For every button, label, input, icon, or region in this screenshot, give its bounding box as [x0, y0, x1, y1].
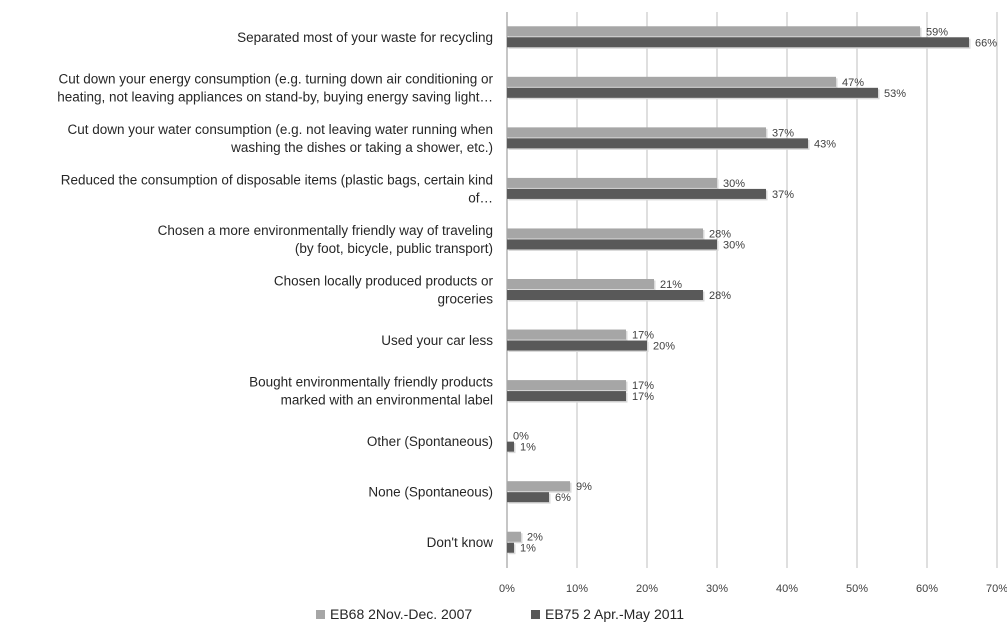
category-label: of…	[468, 190, 493, 205]
data-label: 53%	[884, 88, 906, 100]
data-label: 20%	[653, 341, 675, 353]
category-label: Chosen a more environmentally friendly w…	[158, 223, 493, 238]
bar-eb75	[507, 340, 647, 351]
category-label: groceries	[437, 292, 493, 307]
bar-eb68	[507, 380, 626, 391]
category-labels: Separated most of your waste for recycli…	[57, 30, 493, 550]
bar-eb68	[507, 76, 836, 87]
category-label: Separated most of your waste for recycli…	[237, 30, 493, 45]
bar-eb75	[507, 188, 766, 199]
legend-swatch	[531, 610, 540, 619]
x-tick-label: 50%	[846, 583, 868, 595]
bar-eb75	[507, 138, 808, 149]
data-label: 66%	[975, 37, 997, 49]
bar-eb68	[507, 127, 766, 138]
x-tick-label: 10%	[566, 583, 588, 595]
data-label: 30%	[723, 239, 745, 251]
x-tick-label: 40%	[776, 583, 798, 595]
legend-label: EB68 2Nov.-Dec. 2007	[330, 606, 472, 622]
category-label: (by foot, bicycle, public transport)	[295, 241, 493, 256]
data-label: 1%	[520, 543, 536, 555]
category-label: Don't know	[427, 535, 494, 550]
bar-eb75	[507, 290, 703, 300]
bar-eb68	[507, 26, 920, 37]
data-label: 1%	[520, 442, 536, 454]
data-label: 30%	[723, 178, 745, 190]
category-label: Other (Spontaneous)	[367, 434, 493, 449]
x-tick-labels: 0% 10% 20% 30% 40% 50% 60% 70%	[499, 583, 1007, 595]
data-label: 21%	[660, 279, 682, 291]
category-label: Reduced the consumption of disposable it…	[61, 172, 493, 187]
bar-eb68	[507, 329, 626, 340]
category-label: washing the dishes or taking a shower, e…	[230, 140, 493, 155]
legend-swatch	[316, 610, 325, 619]
bar-eb68	[507, 531, 521, 542]
data-label: 0%	[513, 431, 529, 443]
data-label: 9%	[576, 481, 592, 493]
data-label: 37%	[772, 127, 794, 139]
bar-eb68	[507, 279, 654, 289]
bar-eb75	[507, 391, 626, 402]
bar-eb75	[507, 37, 969, 48]
data-label: 6%	[555, 492, 571, 504]
data-label: 17%	[632, 391, 654, 403]
category-label: heating, not leaving appliances on stand…	[57, 89, 493, 104]
bar-eb68	[507, 481, 570, 492]
bar-eb75	[507, 492, 549, 503]
data-label: 43%	[814, 138, 836, 150]
data-label: 37%	[772, 189, 794, 201]
bar-eb75	[507, 87, 878, 98]
legend-label: EB75 2 Apr.-May 2011	[545, 606, 684, 622]
category-label: Used your car less	[381, 333, 493, 348]
legend: EB68 2Nov.-Dec. 2007 EB75 2 Apr.-May 2011	[316, 606, 684, 622]
x-tick-label: 20%	[636, 583, 658, 595]
bar-eb75	[507, 542, 514, 553]
bar-eb68	[507, 228, 703, 239]
data-label: 59%	[926, 26, 948, 38]
data-label: 17%	[632, 330, 654, 342]
category-label: marked with an environmental label	[281, 393, 493, 408]
data-label: 47%	[842, 77, 864, 89]
x-tick-label: 60%	[916, 583, 938, 595]
x-tick-label: 30%	[706, 583, 728, 595]
x-tick-label: 70%	[986, 583, 1007, 595]
category-label: Bought environmentally friendly products	[249, 375, 493, 390]
category-label: Cut down your energy consumption (e.g. t…	[59, 71, 494, 86]
bar-eb68	[507, 177, 717, 188]
category-label: None (Spontaneous)	[368, 485, 493, 500]
bars: 59%66%47%53%37%43%30%37%28%30%21%28%17%2…	[507, 26, 997, 555]
data-label: 2%	[527, 532, 543, 544]
bar-eb75	[507, 239, 717, 250]
x-tick-label: 0%	[499, 583, 515, 595]
data-label: 28%	[709, 228, 731, 240]
data-label: 17%	[632, 380, 654, 392]
bar-eb75	[507, 441, 514, 452]
data-label: 28%	[709, 290, 731, 302]
category-label: Cut down your water consumption (e.g. no…	[68, 122, 494, 137]
category-label: Chosen locally produced products or	[274, 274, 494, 289]
